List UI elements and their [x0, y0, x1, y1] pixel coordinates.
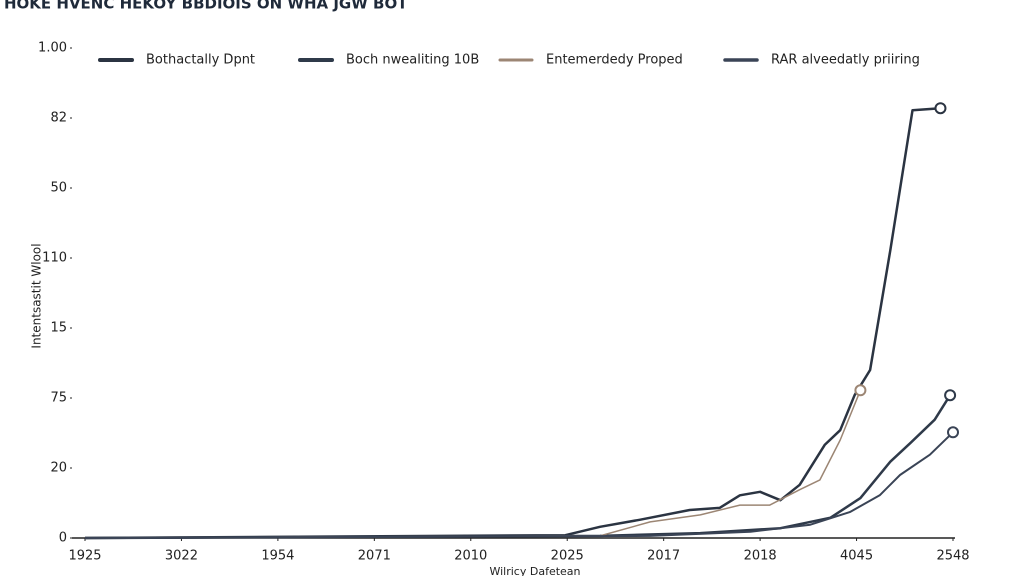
legend-label: Boch nwealiting 10B [346, 53, 479, 68]
x-tick-label: 2017 [647, 549, 680, 564]
legend-label: RAR alveedatly priiring [771, 53, 920, 68]
x-tick-label: 2010 [454, 549, 487, 564]
y-tick-label: 20 [50, 461, 67, 476]
x-tick-label: 2071 [358, 549, 391, 564]
y-tick-label: 1.00 [38, 41, 67, 56]
y-tick-label: 50 [50, 181, 67, 196]
line-series [84, 390, 862, 539]
y-tick-label: 15 [50, 321, 67, 336]
y-tick-label: 75 [50, 391, 67, 406]
legend-label: Bothactally Dpnt [146, 53, 255, 68]
end-marker [944, 389, 957, 402]
y-axis-label: Intentsastit Wlool [30, 243, 44, 348]
y-tick-label: 82 [50, 111, 67, 126]
y-tick-label: 110 [42, 251, 67, 266]
line-series [84, 394, 952, 540]
x-tick-label: 2025 [551, 549, 584, 564]
x-tick-label: 2548 [936, 549, 969, 564]
chart-title: HOKE HVENC HEKOY BBDIOIS ON WHA JGW BOT [4, 0, 408, 13]
end-marker [947, 426, 959, 439]
y-tick-label: 0 [59, 531, 67, 546]
x-axis-label: Wilricy Dafetean [489, 565, 580, 576]
line-series [84, 106, 941, 540]
x-tick-label: 3022 [165, 549, 198, 564]
line-series [84, 431, 954, 539]
x-tick-label: 1954 [261, 549, 294, 564]
end-marker [854, 384, 867, 397]
legend-label: Entemerdedy Proped [546, 53, 683, 68]
end-marker [934, 102, 947, 115]
x-tick-label: 2018 [744, 549, 777, 564]
x-tick-label: 4045 [840, 549, 873, 564]
x-tick-label: 1925 [68, 549, 101, 564]
